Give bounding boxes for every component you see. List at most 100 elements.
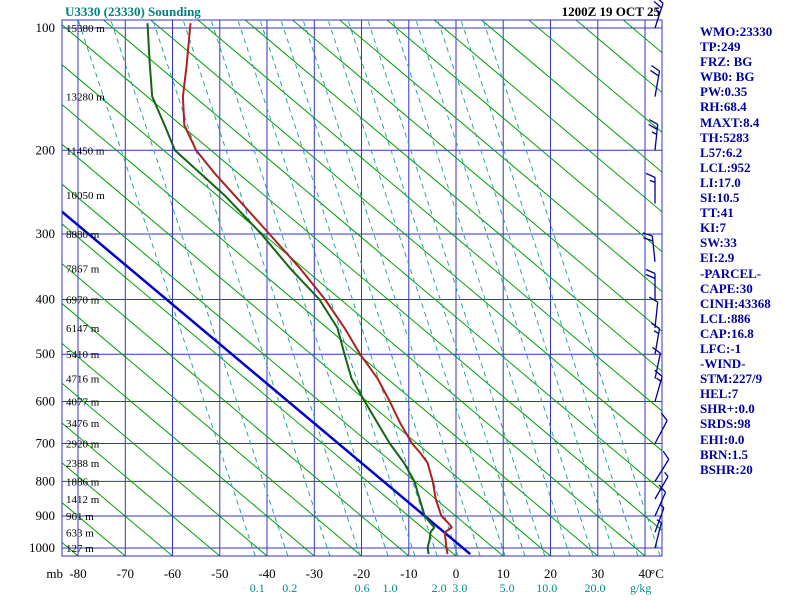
dry-adiabat-line xyxy=(62,103,599,556)
mixing-ratio-line xyxy=(437,20,616,556)
altitude-label: 13280 m xyxy=(66,92,105,104)
wind-barb-stroke xyxy=(654,369,663,378)
chart-datetime: 1200Z 19 OCT 25 xyxy=(562,4,661,19)
wind-barb-stroke xyxy=(645,268,656,275)
wind-barb-stroke xyxy=(654,522,662,549)
wind-barb-stroke xyxy=(649,179,656,184)
stats-line: -PARCEL- xyxy=(700,265,762,281)
mixing-ratio-line xyxy=(460,20,639,556)
temp-tick-label: 30 xyxy=(591,566,604,581)
pressure-unit-label: mb xyxy=(46,566,63,581)
temp-unit-label: °C xyxy=(650,566,664,581)
dry-adiabat-line xyxy=(150,20,662,452)
wind-barb xyxy=(652,346,662,379)
temp-tick-label: -70 xyxy=(117,566,134,581)
mixing-ratio-line xyxy=(482,20,661,556)
wind-barb-stroke xyxy=(653,0,662,9)
stats-line: SRDS:98 xyxy=(700,416,751,432)
mixing-ratio-line xyxy=(182,20,361,556)
mixing-ratio-line xyxy=(415,20,594,556)
dry-adiabat-line xyxy=(292,20,662,333)
pressure-tick-label: 700 xyxy=(36,436,56,451)
wind-barb-stroke xyxy=(651,131,657,135)
plot-border xyxy=(61,19,663,557)
dry-adiabat-line xyxy=(62,302,362,556)
stats-line: SI:10.5 xyxy=(700,190,740,206)
stats-line: LCL:886 xyxy=(700,310,751,326)
plot-frame xyxy=(61,19,663,557)
stats-line: TT:41 xyxy=(700,205,734,221)
wind-barb-stroke xyxy=(648,123,658,130)
wind-barb xyxy=(654,519,662,549)
altitude-label: 1886 m xyxy=(66,476,100,488)
stats-line: SW:33 xyxy=(700,235,737,251)
temp-tick-label: 20 xyxy=(544,566,557,581)
temp-tick-label: 10 xyxy=(497,566,510,581)
wind-barb-stroke xyxy=(654,353,662,379)
altitude-label: 6970 m xyxy=(66,295,100,307)
pressure-tick-label: 300 xyxy=(36,226,56,241)
temp-tick-label: -10 xyxy=(400,566,417,581)
dry-adiabat-line xyxy=(62,24,662,532)
dry-adiabat-line xyxy=(62,462,173,556)
temp-tick-label: 0 xyxy=(453,566,460,581)
wind-barb-stroke xyxy=(654,420,668,444)
mixing-ratio-label: 0.6 xyxy=(355,581,370,595)
stats-line: HEL:7 xyxy=(700,386,739,402)
wind-barb-stroke xyxy=(650,322,660,330)
mixing-ratio-line xyxy=(110,20,289,556)
altitude-label: 4716 m xyxy=(66,374,100,386)
stats-line: KI:7 xyxy=(700,220,726,236)
altitude-label: 961 m xyxy=(66,511,94,523)
wind-barb-stroke xyxy=(648,296,659,303)
mixing-ratio-line xyxy=(210,20,389,556)
mixing-ratio-label: 0.2 xyxy=(282,581,297,595)
wind-barb-stroke xyxy=(654,507,665,533)
mixing-ratio-label: 10.0 xyxy=(536,581,557,595)
sounding-curves xyxy=(62,23,472,556)
mixing-ratio-label: 5.0 xyxy=(500,581,515,595)
wind-barb-stroke xyxy=(652,346,661,354)
wind-barb-stroke xyxy=(662,450,670,460)
wind-barb xyxy=(650,64,661,97)
wind-barb-stroke xyxy=(642,232,653,237)
altitude-label: 5410 m xyxy=(66,349,100,361)
wind-barb-stroke xyxy=(660,412,668,421)
wind-barb-stroke xyxy=(650,69,660,77)
pressure-tick-label: 600 xyxy=(36,394,56,409)
dry-adiabat-line xyxy=(244,20,662,372)
dry-adiabat-line xyxy=(62,183,504,556)
mixing-ratio-line xyxy=(367,20,546,556)
mixing-ratio-line xyxy=(237,20,416,556)
stats-line: WB0: BG xyxy=(700,69,755,85)
mixing-ratio-label: 1.0 xyxy=(383,581,398,595)
wind-barb-stroke xyxy=(645,273,656,280)
stats-line: RH:68.4 xyxy=(700,99,747,115)
wind-barb xyxy=(654,450,670,482)
wind-barb-stroke xyxy=(654,459,670,482)
mixing-ratio-line xyxy=(347,20,526,556)
mixing-ratio-label: 20.0 xyxy=(585,581,606,595)
mixing-ratio-label: 0.1 xyxy=(250,581,265,595)
mixing-ratio-label: 3.0 xyxy=(452,581,467,595)
wind-barb-stroke xyxy=(655,0,664,4)
dry-adiabat-line xyxy=(481,20,662,173)
altitude-label: 633 m xyxy=(66,527,94,539)
pressure-tick-label: 900 xyxy=(36,508,56,523)
parcel-ascent-curve xyxy=(62,210,472,556)
mixing-ratio-line xyxy=(152,20,331,556)
pressure-tick-label: 800 xyxy=(36,473,56,488)
altitude-label: 3476 m xyxy=(66,418,100,430)
stats-line: CAPE:30 xyxy=(700,280,753,296)
wind-barb-stroke xyxy=(658,484,667,493)
pressure-tick-label: 400 xyxy=(36,292,56,307)
altitude-label: 1412 m xyxy=(66,494,100,506)
altitude-label: 15380 m xyxy=(66,23,105,35)
dry-adiabats xyxy=(62,20,662,556)
dry-adiabat-line xyxy=(197,20,662,412)
wind-barb-stroke xyxy=(648,118,659,126)
pressure-tick-label: 200 xyxy=(36,142,56,157)
altitude-label: 2388 m xyxy=(66,458,100,470)
dry-adiabat-line xyxy=(62,382,268,556)
